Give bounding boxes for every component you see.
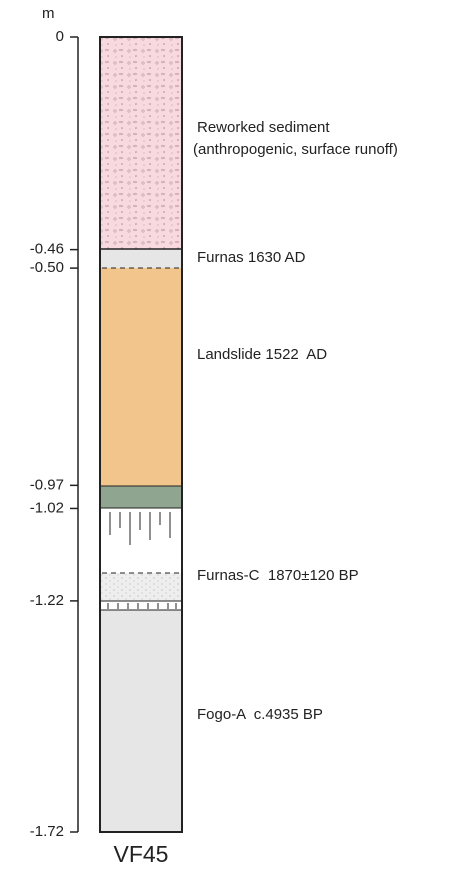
column-layers bbox=[100, 37, 182, 832]
tick-label: -1.22 bbox=[30, 592, 64, 609]
layer-fogo-a bbox=[100, 610, 182, 832]
layer-label: Fogo-A c.4935 BP bbox=[197, 706, 323, 723]
tick-label: 0 bbox=[56, 28, 64, 45]
layer-landslide bbox=[100, 268, 182, 486]
layer-soil bbox=[100, 486, 182, 508]
tick-label: -1.72 bbox=[30, 823, 64, 840]
layer-note: (anthropogenic, surface runoff) bbox=[193, 141, 398, 158]
axis-unit: m bbox=[42, 5, 55, 22]
layer-furnas-c bbox=[100, 573, 182, 601]
layer-label: Landslide 1522 AD bbox=[197, 346, 327, 363]
layer-furnas-1630 bbox=[100, 249, 182, 268]
layer-label: Furnas 1630 AD bbox=[197, 249, 306, 266]
tick-label: -1.02 bbox=[30, 499, 64, 516]
tick-label: -0.50 bbox=[30, 259, 64, 276]
column-name: VF45 bbox=[114, 841, 169, 867]
layer-paleosol bbox=[100, 601, 182, 610]
tick-label: -0.97 bbox=[30, 476, 64, 493]
layer-reworked bbox=[100, 37, 182, 249]
tick-label: -0.46 bbox=[30, 241, 64, 258]
layer-label: Furnas-C 1870±120 BP bbox=[197, 567, 359, 584]
layer-label: Reworked sediment bbox=[197, 119, 330, 136]
stratigraphic-column: m Reworked sediment (anthropogenic, surf… bbox=[0, 0, 465, 872]
